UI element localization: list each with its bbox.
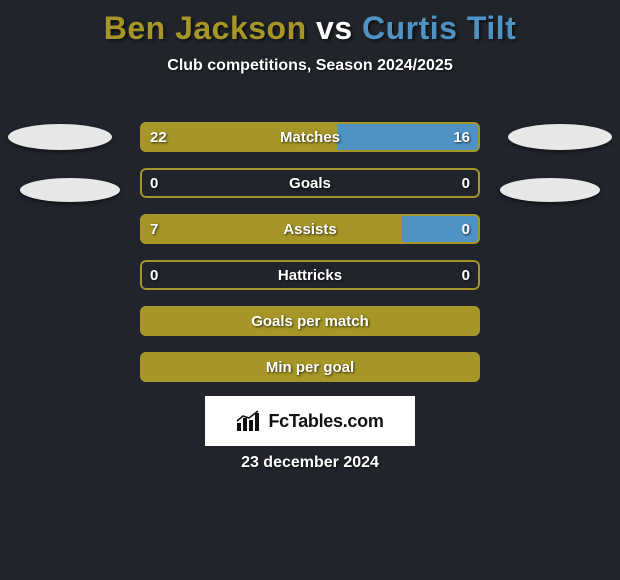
stat-label: Goals	[140, 168, 480, 198]
source-logo: FcTables.com	[205, 396, 415, 446]
decorative-ellipse	[508, 124, 612, 150]
stat-label: Matches	[140, 122, 480, 152]
decorative-ellipse	[20, 178, 120, 202]
player2-name: Curtis Tilt	[362, 10, 516, 46]
stat-row: Goals per match	[140, 306, 480, 336]
stat-label: Hattricks	[140, 260, 480, 290]
stat-row: 00Goals	[140, 168, 480, 198]
snapshot-date: 23 december 2024	[0, 454, 620, 472]
decorative-ellipse	[500, 178, 600, 202]
stat-label: Assists	[140, 214, 480, 244]
subtitle: Club competitions, Season 2024/2025	[0, 57, 620, 75]
decorative-ellipse	[8, 124, 112, 150]
stat-row: Min per goal	[140, 352, 480, 382]
vs-text: vs	[316, 10, 353, 46]
stat-label: Goals per match	[140, 306, 480, 336]
player1-name: Ben Jackson	[104, 10, 307, 46]
stat-row: 00Hattricks	[140, 260, 480, 290]
bar-chart-icon	[236, 410, 262, 432]
comparison-title: Ben Jackson vs Curtis Tilt	[0, 0, 620, 47]
stat-row: 2216Matches	[140, 122, 480, 152]
stat-row: 70Assists	[140, 214, 480, 244]
logo-text: FcTables.com	[268, 411, 383, 432]
comparison-bars: 2216Matches 00Goals 70Assists 00Hattricks Go…	[140, 122, 480, 398]
stat-label: Min per goal	[140, 352, 480, 382]
